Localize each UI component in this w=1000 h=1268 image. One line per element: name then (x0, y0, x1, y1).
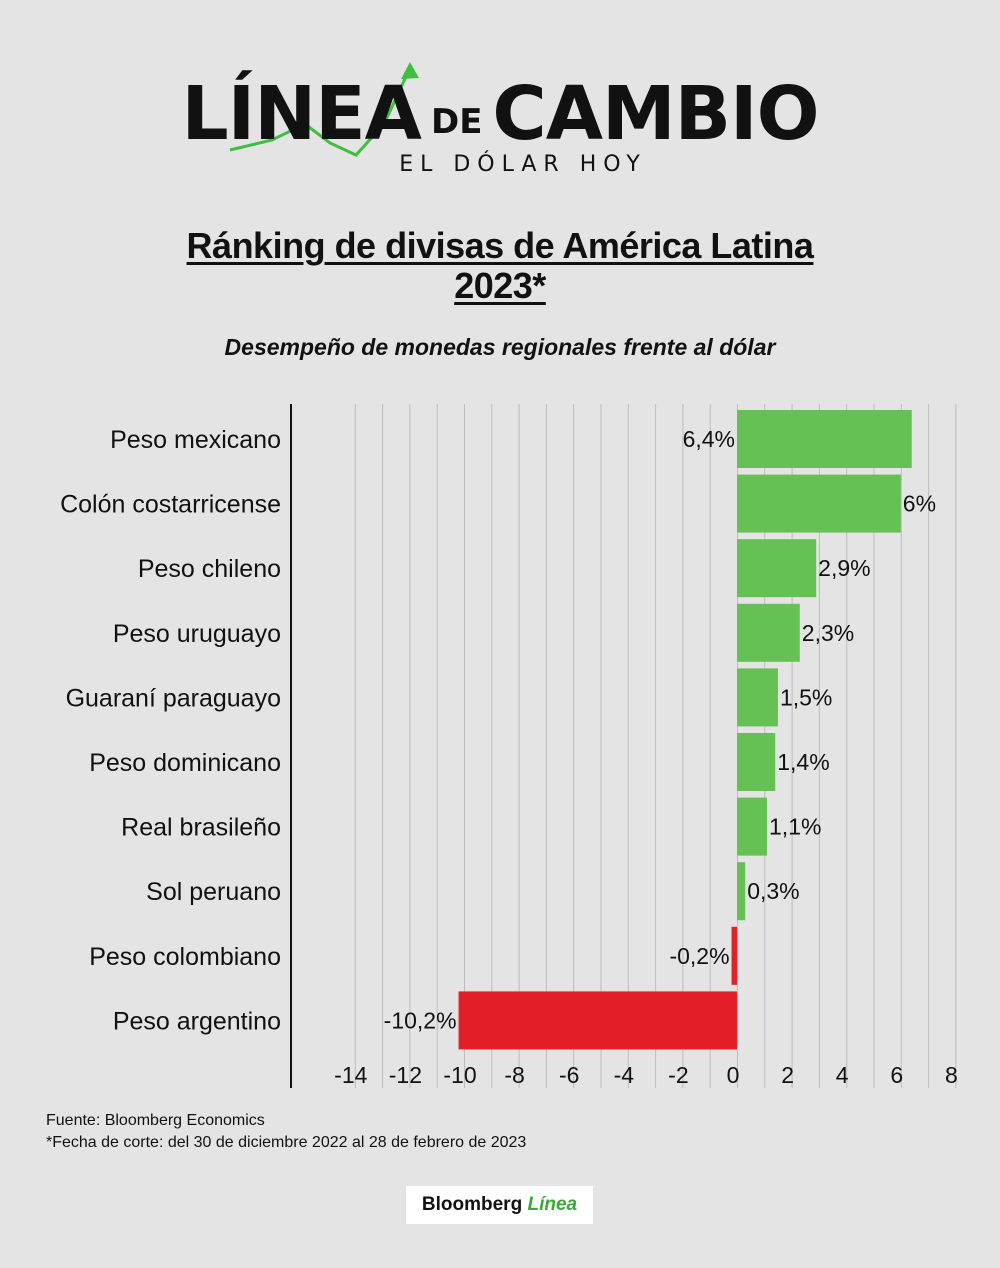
bar (737, 539, 817, 598)
x-tick-label: -6 (559, 1062, 579, 1088)
x-tick-label: 2 (781, 1062, 794, 1088)
bar (737, 410, 912, 468)
value-label: 1,1% (769, 814, 821, 840)
bar (737, 797, 768, 856)
logo-word-cambio: CAMBIO (492, 71, 819, 157)
x-tick-label: 0 (727, 1062, 740, 1088)
labels: Peso mexicano 6,4% Colón costarricense 6% Pe… (60, 426, 936, 1035)
bar (737, 733, 776, 791)
cutoff-note: *Fecha de corte: del 30 de diciembre 202… (46, 1134, 527, 1151)
x-tick-label: -4 (614, 1062, 635, 1088)
bar (737, 603, 800, 662)
x-tick-label: -14 (334, 1062, 367, 1088)
bars (458, 410, 912, 1050)
category-label: Real brasileño (121, 814, 281, 842)
value-label: 6,4% (683, 426, 735, 452)
x-tick-label: -12 (389, 1062, 422, 1088)
bar (737, 474, 901, 533)
value-label: 6% (903, 491, 936, 517)
value-label: 1,4% (777, 749, 829, 775)
logo-wordmark: LÍNEA DE CAMBIO (0, 74, 1000, 162)
grid-lines (354, 404, 957, 1088)
category-label: Peso chileno (138, 555, 281, 583)
bar-chart: -14 -12 -10 -8 -6 -4 -2 0 2 4 6 8 Peso mexicano 6,4%… (60, 404, 958, 1088)
bar (737, 668, 778, 727)
x-tick-label: 8 (945, 1062, 958, 1088)
value-label: 1,5% (780, 684, 832, 710)
category-label: Peso uruguayo (113, 620, 281, 648)
value-label: 2,9% (818, 555, 870, 581)
x-tick-label: 4 (836, 1062, 849, 1088)
x-tick-label: 6 (890, 1062, 903, 1088)
bar (737, 862, 746, 921)
logo: LÍNEA DE CAMBIO EL DÓLAR HOY (0, 0, 1000, 200)
bar (731, 926, 737, 985)
trend-arrow-icon (229, 62, 419, 157)
category-label: Peso argentino (113, 1007, 281, 1035)
x-tick-label: -2 (668, 1062, 688, 1088)
category-label: Peso dominicano (89, 749, 281, 777)
value-label: -10,2% (384, 1007, 457, 1033)
category-label: Peso mexicano (110, 426, 281, 454)
chart-title: Ránking de divisas de América Latina 202… (186, 225, 814, 306)
category-label: Sol peruano (146, 878, 281, 906)
x-tick-label: -10 (443, 1062, 476, 1088)
category-label: Peso colombiano (89, 943, 281, 971)
logo-word-de: DE (430, 102, 483, 142)
x-tick-label: -8 (504, 1062, 524, 1088)
logo-word-linea: LÍNEA (181, 71, 422, 157)
brand-green: Línea (527, 1194, 578, 1215)
category-label: Colón costarricense (60, 491, 281, 519)
logo-tagline: EL DÓLAR HOY (399, 152, 647, 177)
category-label: Guaraní paraguayo (66, 684, 281, 712)
axis: -14 -12 -10 -8 -6 -4 -2 0 2 4 6 8 (290, 404, 958, 1088)
source-notes: Fuente: Bloomberg Economics *Fecha de co… (46, 1110, 946, 1154)
chart-subtitle: Desempeño de monedas regionales frente a… (224, 334, 776, 360)
bar (458, 991, 737, 1050)
brand-black: Bloomberg (421, 1194, 523, 1215)
value-label: 2,3% (802, 620, 854, 646)
source-text: Fuente: Bloomberg Economics (46, 1112, 265, 1129)
brand-logo: Bloomberg Línea (406, 1186, 593, 1224)
value-label: 0,3% (747, 878, 799, 904)
value-label: -0,2% (669, 943, 729, 969)
